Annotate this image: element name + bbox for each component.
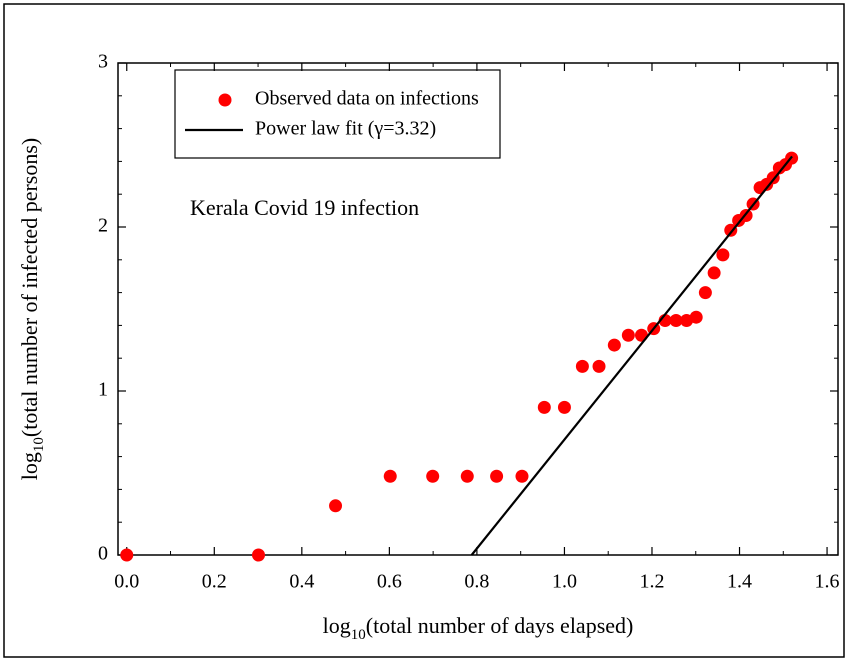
data-point: [575, 359, 589, 373]
data-point: [537, 400, 551, 414]
y-tick-label: 0: [98, 543, 108, 565]
data-point: [383, 469, 397, 483]
x-tick-label: 1.6: [815, 571, 840, 593]
data-point: [329, 499, 343, 513]
x-tick-label: 1.2: [639, 571, 664, 593]
data-point: [460, 469, 474, 483]
x-tick-label: 0.6: [377, 571, 402, 593]
fit-line: [470, 155, 793, 556]
x-tick-label: 1.4: [727, 571, 752, 593]
data-point: [557, 400, 571, 414]
data-point: [251, 548, 265, 562]
data-point: [426, 469, 440, 483]
y-tick-label: 2: [98, 215, 108, 237]
plot-frame: [117, 62, 839, 556]
data-point: [120, 548, 134, 562]
data-point: [607, 338, 621, 352]
data-point: [592, 359, 606, 373]
data-point: [698, 286, 712, 300]
data-point: [716, 248, 730, 262]
x-tick-label: 0.2: [202, 571, 227, 593]
data-point: [707, 266, 721, 280]
x-tick-label: 0.8: [464, 571, 489, 593]
y-tick-label: 3: [98, 51, 108, 73]
x-tick-label: 0.4: [289, 571, 314, 593]
legend-label: Power law fit (γ=3.32): [255, 118, 436, 140]
data-point: [490, 469, 504, 483]
data-point: [669, 313, 683, 327]
data-point: [621, 328, 635, 342]
x-tick-label: 1.0: [552, 571, 577, 593]
legend-marker: [218, 93, 232, 107]
y-tick-label: 1: [98, 379, 108, 401]
legend-label: Observed data on infections: [255, 88, 479, 110]
annotation: Kerala Covid 19 infection: [190, 195, 419, 220]
data-point: [689, 310, 703, 324]
legend-box: [174, 69, 501, 159]
data-point: [515, 469, 529, 483]
x-tick-label: 0.0: [114, 571, 139, 593]
